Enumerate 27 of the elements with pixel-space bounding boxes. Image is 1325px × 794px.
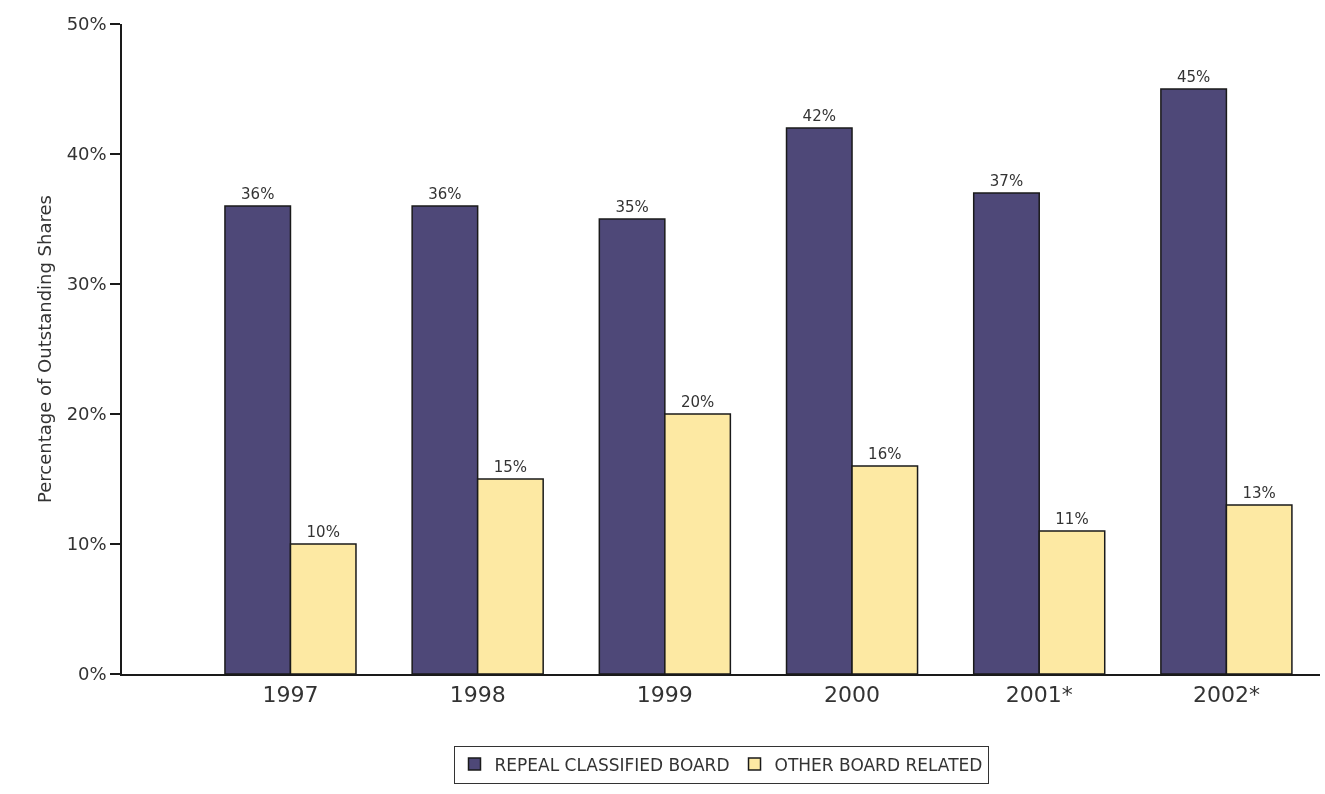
y-tick-label: 40%: [66, 143, 107, 165]
x-tick-label: 2000: [824, 682, 881, 708]
y-tick-label: 50%: [66, 13, 107, 35]
legend-label: OTHER BOARD RELATED: [774, 754, 983, 775]
x-tick-label: 1999: [636, 682, 693, 708]
data-label: 13%: [1242, 484, 1276, 502]
data-label: 42%: [802, 107, 836, 125]
data-label: 20%: [680, 393, 715, 411]
x-tick-label: 2001*: [1005, 682, 1073, 708]
data-label: 36%: [241, 185, 275, 203]
data-label: 36%: [428, 185, 462, 203]
x-tick-label: 1997: [262, 682, 319, 708]
y-tick-label: 30%: [66, 273, 107, 295]
data-label: 35%: [615, 198, 649, 216]
x-tick-label: 1998: [449, 682, 506, 708]
data-label: 16%: [868, 445, 902, 463]
y-axis-title: Percentage of Outstanding Shares: [34, 195, 56, 503]
data-label: 15%: [493, 458, 528, 476]
y-tick-label: 0%: [78, 663, 107, 685]
legend-label: REPEAL CLASSIFIED BOARD: [494, 754, 730, 775]
data-label: 45%: [1176, 68, 1211, 86]
data-label: 11%: [1055, 510, 1089, 528]
y-tick-label: 20%: [66, 403, 107, 425]
data-label: 10%: [306, 523, 340, 541]
x-tick-label: 2002*: [1192, 682, 1260, 708]
data-label: 37%: [989, 172, 1024, 190]
y-tick-label: 10%: [66, 533, 107, 555]
